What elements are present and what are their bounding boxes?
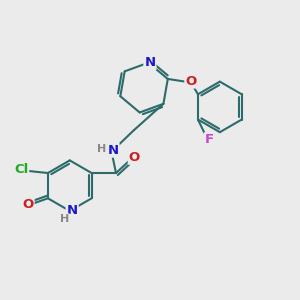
- Text: O: O: [129, 151, 140, 164]
- Text: N: N: [67, 204, 78, 218]
- Text: N: N: [107, 144, 118, 157]
- Text: N: N: [144, 56, 155, 69]
- Text: H: H: [60, 214, 69, 224]
- Text: O: O: [22, 198, 34, 211]
- Text: Cl: Cl: [14, 163, 28, 176]
- Text: F: F: [205, 133, 214, 146]
- Text: H: H: [98, 144, 107, 154]
- Text: O: O: [185, 74, 197, 88]
